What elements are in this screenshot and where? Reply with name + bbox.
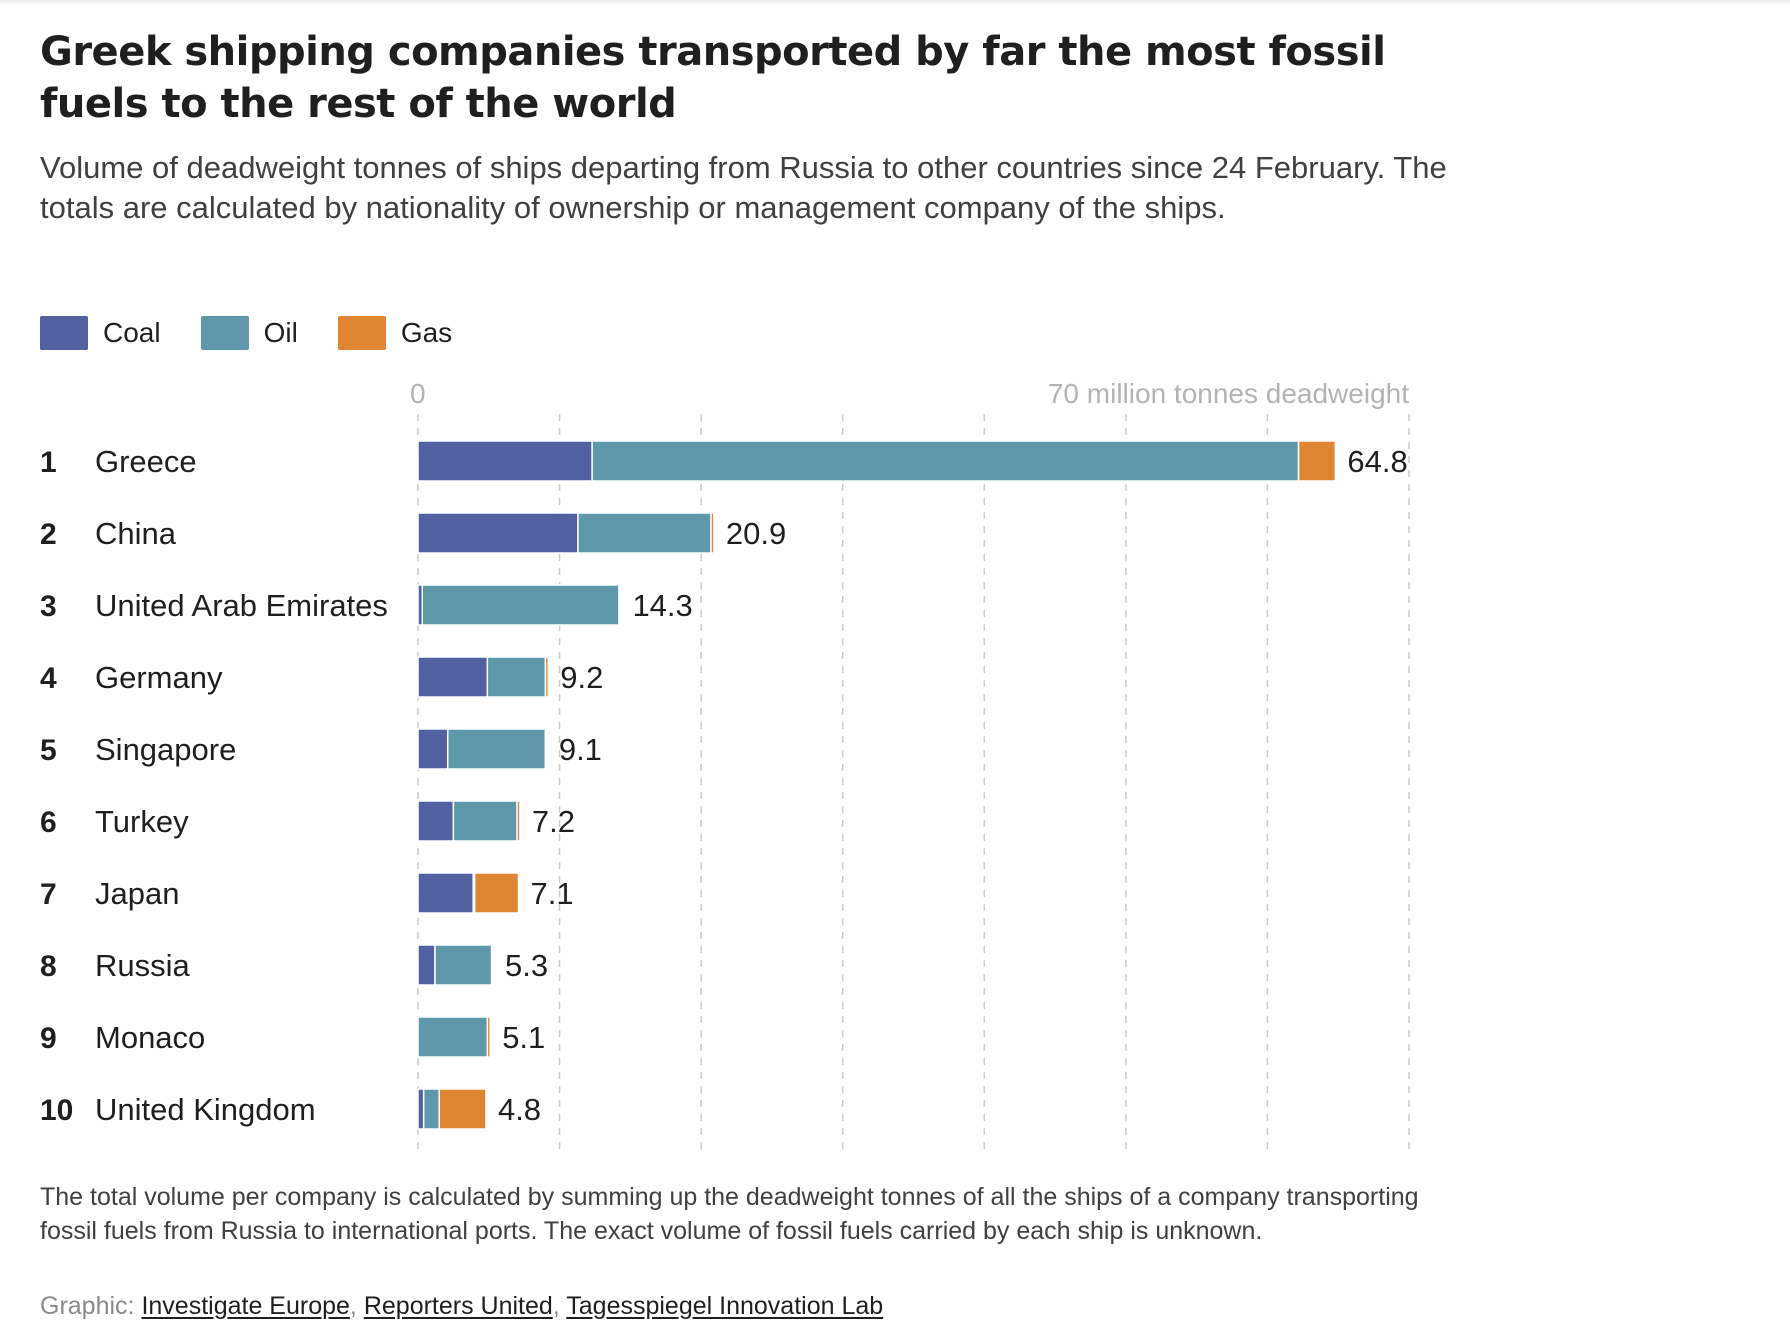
bar-segment-coal xyxy=(417,944,436,986)
bar-segment-coal xyxy=(417,728,449,770)
bar-rows: 1 Greece 64.82 China 20.93 United Arab Emirat… xyxy=(40,440,1408,1130)
rank-label: 1 xyxy=(40,446,57,479)
credit-link-tagesspiegel[interactable]: Tagesspiegel Innovation Lab xyxy=(566,1292,884,1320)
bar-segment-oil xyxy=(452,800,518,842)
legend: Coal Oil Gas xyxy=(40,316,492,350)
bar-segment-gas xyxy=(710,512,715,554)
value-label: 20.9 xyxy=(726,516,786,551)
legend-label: Coal xyxy=(103,317,161,348)
country-label: United Arab Emirates xyxy=(95,588,388,623)
separator: , xyxy=(552,1292,560,1320)
legend-swatch-coal xyxy=(40,316,88,350)
bar-segment-oil xyxy=(591,440,1300,482)
credits-prefix: Graphic: xyxy=(40,1292,135,1320)
chart-title: Greek shipping companies transported by … xyxy=(40,29,1386,127)
gridlines xyxy=(417,414,1410,1150)
bar-segment-gas xyxy=(618,584,622,626)
country-label: Turkey xyxy=(95,804,189,839)
bar-segment-oil xyxy=(417,1016,489,1058)
value-label: 9.1 xyxy=(559,732,602,767)
bar-segment-oil xyxy=(434,944,493,986)
bar-segment-coal xyxy=(417,512,579,554)
credit-link-investigate-europe[interactable]: Investigate Europe xyxy=(141,1292,350,1320)
rank-label: 5 xyxy=(40,734,57,767)
bar-segment-oil xyxy=(421,584,620,626)
credit-link-reporters-united[interactable]: Reporters United xyxy=(363,1292,553,1320)
bar-row: 6 Turkey 7.2 xyxy=(40,800,575,842)
bar-row: 3 United Arab Emirates 14.3 xyxy=(40,584,693,626)
rank-label: 6 xyxy=(40,806,57,839)
bar-segment-gas xyxy=(438,1088,487,1130)
credits: Graphic: Investigate Europe, Reporters U… xyxy=(40,1292,883,1321)
axis-label-min: 0 xyxy=(410,378,426,409)
bar-row: 7 Japan 7.1 xyxy=(40,872,574,914)
country-label: China xyxy=(95,516,177,551)
bar-row: 1 Greece 64.8 xyxy=(40,440,1408,482)
bar-row: 2 China 20.9 xyxy=(40,512,786,554)
bar-segment-coal xyxy=(417,800,455,842)
value-label: 7.1 xyxy=(531,876,574,911)
legend-label: Gas xyxy=(400,317,453,348)
value-label: 5.1 xyxy=(502,1020,545,1055)
country-label: Monaco xyxy=(95,1020,205,1055)
rank-label: 9 xyxy=(40,1022,57,1055)
bar-row: 5 Singapore 9.1 xyxy=(40,728,602,770)
bar-segment-oil xyxy=(446,728,547,770)
legend-item-oil: Oil xyxy=(200,316,298,350)
bar-segment-oil xyxy=(422,1088,440,1130)
bar-segment-gas xyxy=(473,872,520,914)
rank-label: 4 xyxy=(40,662,57,695)
country-label: Germany xyxy=(95,660,223,695)
separator: , xyxy=(349,1292,357,1320)
country-label: Japan xyxy=(95,876,179,911)
bar-segment-gas xyxy=(490,944,494,986)
bar-row: 9 Monaco 5.1 xyxy=(40,1016,545,1058)
bar-segment-coal xyxy=(417,1088,425,1130)
value-label: 5.3 xyxy=(505,948,548,983)
bar-segment-coal xyxy=(417,872,474,914)
rank-label: 3 xyxy=(40,590,57,623)
country-label: Singapore xyxy=(95,732,236,767)
bar-segment-oil xyxy=(577,512,712,554)
bar-segment-oil xyxy=(486,656,547,698)
bar-segment-gas xyxy=(544,656,549,698)
footnote: The total volume per company is calculat… xyxy=(40,1183,1419,1245)
bar-row: 10 United Kingdom 4.8 xyxy=(40,1088,541,1130)
bar-row: 4 Germany 9.2 xyxy=(40,656,603,698)
bar-segment-gas xyxy=(516,800,521,842)
legend-swatch-gas xyxy=(337,316,386,350)
bar-segment-coal xyxy=(417,440,593,482)
country-label: Russia xyxy=(95,948,191,983)
rank-label: 8 xyxy=(40,950,57,983)
axis-label-max: 70 million tonnes deadweight xyxy=(1048,378,1409,409)
bar-segment-gas xyxy=(544,728,548,770)
country-label: United Kingdom xyxy=(95,1092,316,1127)
bar-segment-coal xyxy=(417,656,489,698)
legend-item-coal: Coal xyxy=(40,316,161,350)
value-label: 7.2 xyxy=(532,804,575,839)
value-label: 4.8 xyxy=(498,1092,541,1127)
legend-label: Oil xyxy=(263,317,298,348)
bar-row: 8 Russia 5.3 xyxy=(40,944,548,986)
rank-label: 10 xyxy=(40,1094,73,1127)
value-label: 9.2 xyxy=(560,660,603,695)
legend-item-gas: Gas xyxy=(337,316,453,350)
top-edge-shadow xyxy=(0,0,1790,6)
value-label: 14.3 xyxy=(632,588,692,623)
country-label: Greece xyxy=(95,444,197,479)
value-label: 64.8 xyxy=(1347,444,1407,479)
rank-label: 2 xyxy=(40,518,57,551)
rank-label: 7 xyxy=(40,878,57,911)
bar-segment-gas xyxy=(1297,440,1337,482)
chart-subtitle: Volume of deadweight tonnes of ships dep… xyxy=(40,150,1447,225)
legend-swatch-oil xyxy=(200,316,249,350)
bar-segment-gas xyxy=(486,1016,491,1058)
